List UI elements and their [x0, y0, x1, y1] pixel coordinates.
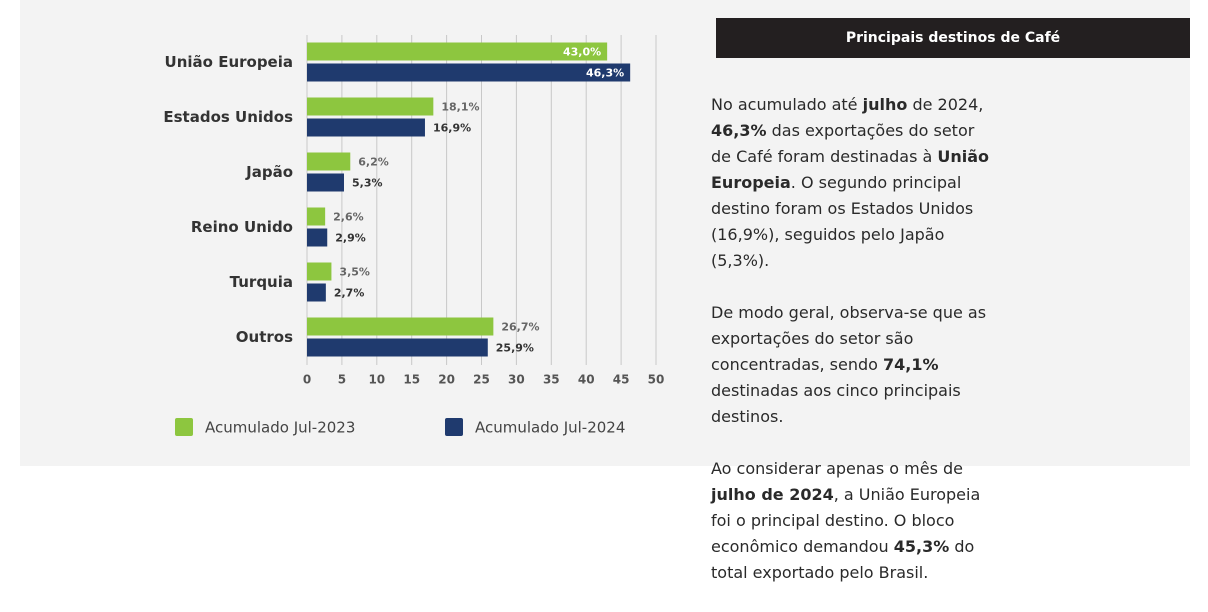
text-run: 74,1% — [882, 355, 939, 374]
value-label: 46,3% — [586, 67, 624, 80]
value-label: 2,6% — [333, 211, 364, 224]
bar — [307, 152, 351, 171]
text-run: julho — [862, 95, 908, 114]
value-label: 3,5% — [339, 266, 370, 279]
value-label: 18,1% — [441, 101, 479, 114]
x-tick-label: 15 — [403, 373, 420, 387]
legend-label: Acumulado Jul-2024 — [475, 419, 625, 437]
value-label: 16,9% — [433, 122, 471, 135]
legend-swatch — [175, 418, 193, 436]
bar — [307, 283, 326, 302]
text-run: julho de 2024 — [711, 485, 834, 504]
value-label: 25,9% — [496, 342, 534, 355]
y-tick-label: Outros — [236, 328, 293, 346]
value-label: 5,3% — [352, 177, 383, 190]
bar — [307, 118, 425, 137]
value-label: 2,9% — [335, 232, 366, 245]
x-tick-label: 40 — [578, 373, 595, 387]
text-run: de 2024, — [907, 95, 984, 114]
x-tick-label: 10 — [368, 373, 385, 387]
bar — [307, 338, 488, 357]
page: 0 5 10 15 20 25 30 35 40 45 50 União Europeia 43,0% 4… — [20, 0, 1190, 582]
value-label: 2,7% — [334, 287, 365, 300]
text-run: 45,3% — [893, 537, 950, 556]
value-label: 43,0% — [563, 46, 601, 59]
y-tick-label: União Europeia — [165, 53, 293, 71]
value-label: 26,7% — [501, 321, 539, 334]
chart: 0 5 10 15 20 25 30 35 40 45 50 União Europeia 43,0% 4… — [20, 0, 1190, 466]
legend-swatch — [445, 418, 463, 436]
bar — [307, 63, 631, 82]
y-tick-label: Turquia — [230, 273, 293, 291]
bar — [307, 42, 608, 61]
x-tick-label: 50 — [648, 373, 665, 387]
x-tick-label: 30 — [508, 373, 525, 387]
y-tick-label: Reino Unido — [191, 218, 293, 236]
paragraph: Ao considerar apenas o mês de julho de 2… — [711, 456, 993, 586]
paragraph: De modo geral, observa-se que as exporta… — [711, 300, 993, 430]
text-run: União Europeia — [711, 147, 990, 192]
text-run: das exportações do setor de Café foram d… — [711, 121, 975, 166]
x-tick-label: 20 — [438, 373, 455, 387]
x-tick-label: 5 — [338, 373, 346, 387]
bar — [307, 228, 328, 247]
bar — [307, 317, 494, 336]
text-run: destinadas aos cinco principais destinos… — [711, 381, 961, 426]
paragraph: No acumulado até julho de 2024, 46,3% da… — [711, 92, 993, 274]
x-tick-label: 45 — [613, 373, 630, 387]
text-run: 46,3% — [711, 121, 767, 140]
bar — [307, 173, 344, 192]
x-tick-label: 35 — [543, 373, 560, 387]
value-label: 6,2% — [358, 156, 389, 169]
text-run: De modo geral, observa-se que as exporta… — [711, 303, 987, 374]
panel-title: Principais destinos de Café — [716, 18, 1190, 58]
panel-text: No acumulado até julho de 2024, 46,3% da… — [711, 92, 993, 612]
bar — [307, 97, 434, 116]
x-tick-label: 0 — [303, 373, 311, 387]
text-run: . O segundo principal destino foram os E… — [711, 173, 974, 270]
x-tick-label: 25 — [473, 373, 490, 387]
y-tick-label: Estados Unidos — [163, 108, 293, 126]
legend-label: Acumulado Jul-2023 — [205, 419, 355, 437]
bar — [307, 262, 332, 281]
text-run: No acumulado até — [711, 95, 863, 114]
text-run: Ao considerar apenas o mês de — [711, 459, 963, 478]
bar — [307, 207, 326, 226]
y-tick-label: Japão — [245, 163, 293, 181]
